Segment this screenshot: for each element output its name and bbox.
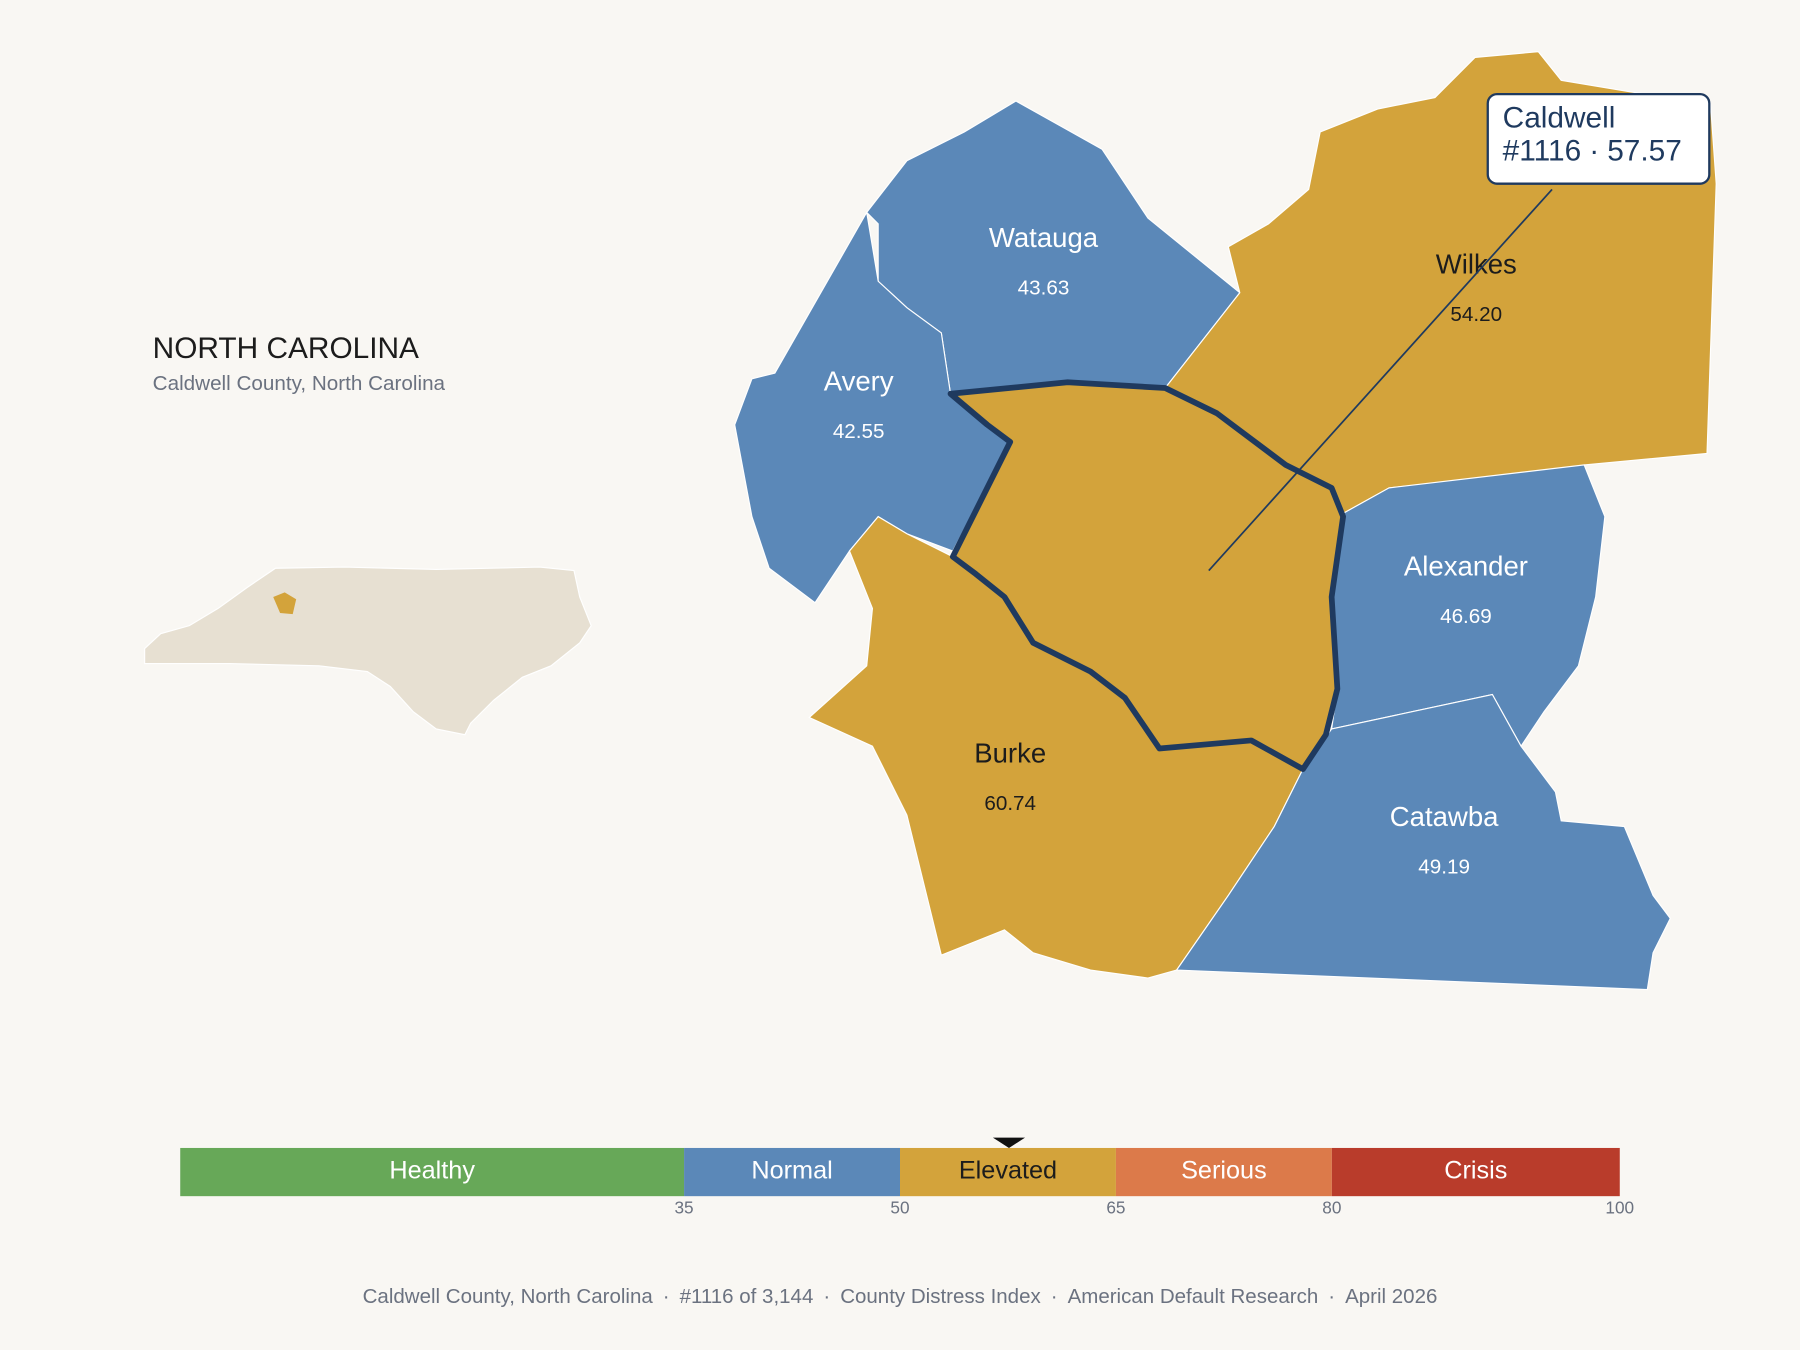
- legend-marker: [992, 1137, 1026, 1148]
- tooltip-box: [1486, 92, 1711, 185]
- legend-tick-label: 35: [674, 1197, 693, 1217]
- legend-tick-label: 100: [1605, 1197, 1634, 1217]
- tooltip-detail: #1116 · 57.57: [1503, 135, 1682, 168]
- legend-band-label: Serious: [1181, 1157, 1267, 1185]
- legend-band-label: Normal: [751, 1157, 832, 1185]
- county-name: Wilkes: [1436, 249, 1517, 280]
- county-score: 43.63: [1018, 277, 1070, 300]
- state-shape: [144, 566, 592, 736]
- legend-tick-label: 65: [1106, 1197, 1125, 1217]
- county-score: 54.20: [1450, 303, 1502, 326]
- footer-item: #1116 of 3,144: [679, 1285, 814, 1308]
- county-shape: [1175, 693, 1671, 991]
- legend-band-label: Healthy: [389, 1157, 475, 1185]
- footer: Caldwell County, North Carolina · #1116 of…: [0, 1285, 1800, 1309]
- legend-band: [180, 1147, 685, 1197]
- county-score: 49.19: [1418, 855, 1470, 878]
- legend-band: [684, 1147, 900, 1197]
- tooltip: Caldwell#1116 · 57.57: [1208, 92, 1711, 572]
- tooltip-rank: #1116: [1503, 135, 1582, 168]
- tooltip-score: 57.57: [1607, 135, 1682, 168]
- county-name: Catawba: [1390, 801, 1499, 832]
- legend-tick-label: 80: [1322, 1197, 1341, 1217]
- state-subtitle: Caldwell County, North Carolina: [153, 372, 446, 395]
- footer-item: April 2026: [1345, 1285, 1438, 1308]
- footer-item: American Default Research: [1067, 1285, 1319, 1308]
- focus-county-inset: [273, 592, 297, 615]
- legend-band-label: Crisis: [1444, 1157, 1507, 1185]
- footer-separator: ·: [662, 1285, 670, 1308]
- county-score: 42.55: [833, 420, 885, 443]
- county-name: Alexander: [1404, 551, 1528, 582]
- footer-item: Caldwell County, North Carolina: [362, 1285, 653, 1308]
- county-name: Avery: [824, 366, 894, 397]
- county-labels: Watauga 43.63 Avery 42.55 Wilkes 54.20 Alexand…: [824, 222, 1528, 878]
- tooltip-separator: ·: [1589, 135, 1599, 168]
- state-title: NORTH CAROLINA: [153, 332, 419, 365]
- state-inset: [144, 566, 592, 736]
- legend-band: [900, 1147, 1116, 1197]
- legend-band: [1331, 1147, 1620, 1197]
- legend: Healthy Normal Elevated Serious Crisis 35 50 65…: [180, 1137, 1634, 1217]
- footer-separator: ·: [1328, 1285, 1336, 1308]
- legend-band-label: Elevated: [959, 1157, 1057, 1185]
- footer-item: County Distress Index: [840, 1285, 1041, 1308]
- county-name: Watauga: [989, 222, 1099, 253]
- tooltip-leader: [1208, 188, 1553, 572]
- legend-band: [1115, 1147, 1332, 1197]
- county-name: Burke: [974, 738, 1046, 769]
- footer-separator: ·: [823, 1285, 831, 1308]
- county-score: 60.74: [984, 792, 1036, 815]
- tooltip-name: Caldwell: [1503, 101, 1616, 134]
- legend-tick-label: 50: [890, 1197, 909, 1217]
- footer-separator: ·: [1050, 1285, 1058, 1308]
- focus-county-shape: [947, 379, 1346, 773]
- county-score: 46.69: [1440, 605, 1492, 628]
